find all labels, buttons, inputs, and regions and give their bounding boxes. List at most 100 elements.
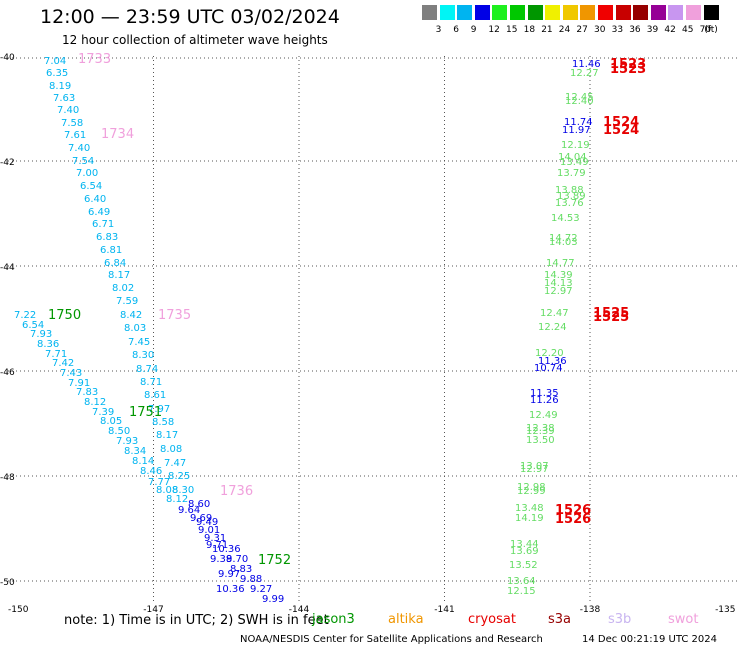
- satellite-legend-item: jason3: [312, 612, 355, 627]
- generation-timestamp: 14 Dec 00:21:19 UTC 2024: [582, 634, 717, 645]
- swh-value: 8.17: [156, 430, 178, 441]
- satellite-legend-item: swot: [668, 612, 699, 627]
- swh-value: 12.15: [507, 586, 536, 597]
- swh-value: 11.26: [530, 395, 559, 406]
- swh-value: 7.93: [116, 436, 138, 447]
- swh-value: 13.88: [555, 185, 584, 196]
- swh-value: 7.00: [76, 168, 98, 179]
- swh-value: 7.43: [60, 368, 82, 379]
- swh-value: 9.01: [198, 525, 220, 536]
- swh-value: 8.83: [230, 564, 252, 575]
- swh-value: 8.03: [124, 323, 146, 334]
- colorbar-label: 45: [682, 25, 694, 35]
- swh-value: 11.35: [530, 388, 559, 399]
- satellite-legend-item: s3a: [548, 612, 572, 627]
- x-tick-label: -147: [143, 605, 163, 615]
- swh-value: 12.19: [561, 140, 590, 151]
- swh-value: 11.46: [572, 59, 601, 70]
- colorbar-swatch: [633, 5, 649, 20]
- swh-value: 7.40: [57, 105, 79, 116]
- swh-value: 7.54: [72, 156, 94, 167]
- swh-value: 14.19: [515, 513, 544, 524]
- units-note: note: 1) Time is in UTC; 2) SWH is in fe…: [64, 613, 329, 628]
- y-tick-label: -50: [0, 578, 15, 588]
- colorbar-swatch: [457, 5, 473, 20]
- swh-value: 12.27: [570, 68, 599, 79]
- swh-value: 8.12: [166, 494, 188, 505]
- colorbar-swatch: [562, 5, 578, 20]
- swh-value: 8.19: [49, 81, 71, 92]
- pass-time-label: 1751: [129, 405, 162, 420]
- swh-value: 14.39: [544, 270, 573, 281]
- swh-value: 14.72: [549, 233, 578, 244]
- swh-value: 9.70: [226, 554, 248, 565]
- pass-time-label: 1523: [610, 62, 646, 77]
- swh-value: 7.42: [52, 358, 74, 369]
- colorbar-label: 18: [523, 25, 536, 35]
- swh-value: 10.74: [534, 363, 563, 374]
- colorbar-swatch: [598, 5, 613, 20]
- swh-value: 8.61: [144, 390, 166, 401]
- swh-value: 11.97: [562, 125, 591, 136]
- swh-value: 8.46: [140, 466, 162, 477]
- swh-value: 9.27: [250, 584, 272, 595]
- pass-time-label: 1523: [610, 57, 646, 72]
- y-tick-label: -42: [0, 158, 15, 168]
- swh-value: 14.03: [549, 237, 578, 248]
- swh-value: 13.50: [526, 435, 555, 446]
- swh-value: 9.31: [204, 533, 226, 544]
- swh-value: 12.97: [520, 464, 549, 475]
- colorbar-swatch: [703, 5, 719, 20]
- pass-time-label: 1526: [555, 512, 591, 527]
- swh-value: 14.53: [551, 213, 580, 224]
- x-tick-label: -150: [8, 605, 29, 615]
- credit-line: NOAA/NESDIS Center for Satellite Applica…: [240, 634, 543, 645]
- colorbar-label: 39: [646, 25, 659, 35]
- swh-value: 8.74: [136, 364, 158, 375]
- swh-value: 14.04: [558, 152, 587, 163]
- swh-value: 7.04: [44, 56, 66, 67]
- swh-value: 9.49: [196, 517, 218, 528]
- colorbar-label: 12: [488, 25, 500, 35]
- colorbar-label: 6: [453, 25, 459, 35]
- satellite-legend-item: cryosat: [468, 612, 516, 627]
- swh-value: 6.71: [92, 219, 114, 230]
- swh-value: 12.38: [526, 423, 555, 434]
- swh-value: 12.24: [538, 322, 567, 333]
- swh-value: 13.48: [515, 503, 544, 514]
- swh-value: 14.13: [544, 278, 573, 289]
- swh-value: 6.54: [22, 320, 44, 331]
- swh-value: 9.38: [210, 554, 232, 565]
- colorbar-label: 36: [629, 25, 641, 35]
- x-tick-label: -138: [580, 605, 601, 615]
- swh-value: 7.58: [61, 118, 83, 129]
- swh-value: 14.77: [546, 258, 575, 269]
- chart-subtitle: 12 hour collection of altimeter wave hei…: [62, 33, 328, 47]
- colorbar-label: 30: [594, 25, 606, 35]
- pass-time-label: 1524: [603, 123, 639, 138]
- pass-time-label: 1752: [258, 553, 291, 568]
- swh-value: 12.20: [535, 348, 564, 359]
- colorbar-unit: (ft): [704, 25, 718, 35]
- swh-value: 9.64: [178, 505, 200, 516]
- swh-value: 7.63: [53, 93, 75, 104]
- colorbar-swatch: [439, 5, 455, 20]
- swh-value: 9.99: [262, 594, 284, 605]
- swh-value: 7.45: [128, 337, 150, 348]
- swh-value: 7.40: [68, 143, 90, 154]
- y-tick-label: -40: [0, 53, 15, 63]
- colorbar-label: 24: [558, 25, 571, 35]
- colorbar-label: 21: [541, 25, 553, 35]
- colorbar-swatch: [615, 5, 631, 20]
- swh-value: 8.34: [124, 446, 146, 457]
- swh-value: 13.89: [557, 191, 586, 202]
- colorbar-label: 27: [576, 25, 588, 35]
- swh-value: 8.36: [37, 339, 59, 350]
- colorbar-swatch: [474, 5, 490, 20]
- swh-value: 12.47: [540, 308, 569, 319]
- swh-value: 8.30: [172, 485, 194, 496]
- swh-value: 13.49: [560, 157, 589, 168]
- swh-value: 8.17: [108, 270, 130, 281]
- swh-value: 9.71: [206, 540, 228, 551]
